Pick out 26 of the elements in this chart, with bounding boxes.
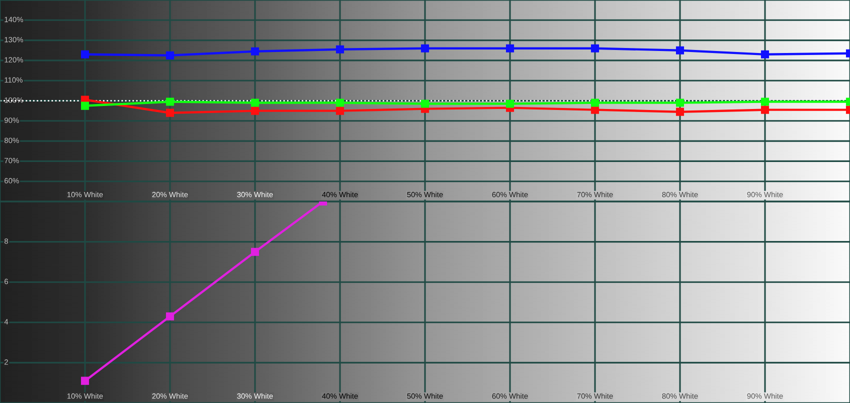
point: [420, 44, 430, 52]
point: [506, 100, 514, 108]
point: [80, 102, 90, 110]
point: [760, 106, 770, 114]
point: [420, 100, 430, 108]
point: [250, 248, 260, 256]
point: [676, 108, 684, 116]
point: [80, 376, 90, 385]
point: [760, 98, 770, 106]
point: [166, 312, 174, 320]
point: [166, 108, 174, 117]
point: [676, 98, 684, 107]
point: [80, 50, 90, 58]
point: [676, 46, 684, 54]
point: [166, 51, 174, 60]
point: [590, 98, 600, 107]
point: [250, 98, 260, 107]
point: [250, 47, 260, 56]
point: [250, 106, 260, 115]
point: [166, 98, 174, 106]
point: [760, 50, 770, 58]
point: [506, 44, 514, 52]
point: [336, 106, 344, 115]
point: [336, 98, 344, 107]
point: [336, 45, 344, 54]
point: [590, 44, 600, 52]
